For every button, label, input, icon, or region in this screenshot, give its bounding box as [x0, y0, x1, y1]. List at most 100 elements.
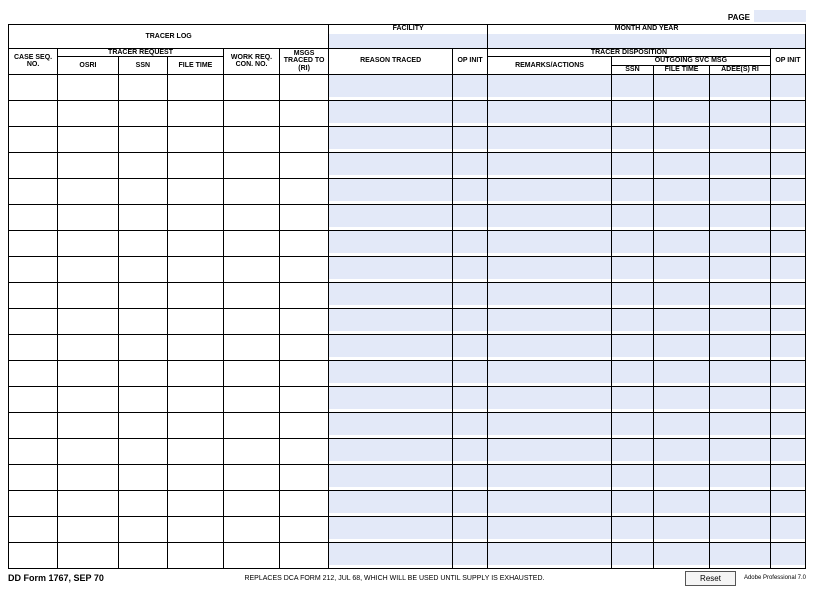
cell[interactable]: [611, 230, 653, 256]
cell[interactable]: [280, 490, 329, 516]
cell[interactable]: [654, 490, 710, 516]
cell[interactable]: [58, 230, 119, 256]
cell[interactable]: [118, 412, 167, 438]
cell[interactable]: [453, 126, 488, 152]
cell[interactable]: [167, 516, 223, 542]
cell[interactable]: [118, 516, 167, 542]
cell[interactable]: [710, 126, 771, 152]
cell[interactable]: [453, 464, 488, 490]
cell[interactable]: [611, 386, 653, 412]
cell[interactable]: [770, 204, 805, 230]
cell[interactable]: [453, 386, 488, 412]
cell[interactable]: [58, 74, 119, 100]
cell[interactable]: [710, 256, 771, 282]
cell[interactable]: [223, 412, 279, 438]
cell[interactable]: [453, 204, 488, 230]
reset-button[interactable]: Reset: [685, 571, 736, 586]
cell[interactable]: [710, 516, 771, 542]
cell[interactable]: [770, 152, 805, 178]
cell[interactable]: [58, 490, 119, 516]
cell[interactable]: [118, 464, 167, 490]
cell[interactable]: [611, 282, 653, 308]
cell[interactable]: [58, 100, 119, 126]
cell[interactable]: [611, 100, 653, 126]
cell[interactable]: [488, 126, 612, 152]
cell[interactable]: [654, 282, 710, 308]
cell[interactable]: [9, 464, 58, 490]
cell[interactable]: [654, 308, 710, 334]
cell[interactable]: [223, 230, 279, 256]
cell[interactable]: [770, 490, 805, 516]
cell[interactable]: [223, 282, 279, 308]
cell[interactable]: [58, 360, 119, 386]
cell[interactable]: [488, 438, 612, 464]
cell[interactable]: [488, 334, 612, 360]
cell[interactable]: [654, 230, 710, 256]
cell[interactable]: [329, 412, 453, 438]
cell[interactable]: [453, 542, 488, 568]
cell[interactable]: [770, 360, 805, 386]
cell[interactable]: [770, 230, 805, 256]
cell[interactable]: [58, 412, 119, 438]
cell[interactable]: [118, 360, 167, 386]
cell[interactable]: [118, 438, 167, 464]
cell[interactable]: [654, 334, 710, 360]
cell[interactable]: [167, 542, 223, 568]
cell[interactable]: [223, 100, 279, 126]
cell[interactable]: [9, 74, 58, 100]
cell[interactable]: [770, 412, 805, 438]
cell[interactable]: [9, 100, 58, 126]
cell[interactable]: [710, 230, 771, 256]
cell[interactable]: [9, 178, 58, 204]
cell[interactable]: [58, 334, 119, 360]
cell[interactable]: [611, 412, 653, 438]
cell[interactable]: [280, 100, 329, 126]
cell[interactable]: [58, 282, 119, 308]
cell[interactable]: [710, 412, 771, 438]
cell[interactable]: [770, 282, 805, 308]
cell[interactable]: [118, 204, 167, 230]
cell[interactable]: [710, 542, 771, 568]
cell[interactable]: [329, 438, 453, 464]
cell[interactable]: [58, 178, 119, 204]
cell[interactable]: [280, 360, 329, 386]
cell[interactable]: [167, 282, 223, 308]
cell[interactable]: [710, 100, 771, 126]
cell[interactable]: [488, 100, 612, 126]
cell[interactable]: [118, 178, 167, 204]
cell[interactable]: [118, 308, 167, 334]
cell[interactable]: [223, 542, 279, 568]
cell[interactable]: [453, 230, 488, 256]
cell[interactable]: [223, 438, 279, 464]
cell[interactable]: [329, 464, 453, 490]
cell[interactable]: [280, 386, 329, 412]
cell[interactable]: [453, 74, 488, 100]
cell[interactable]: [453, 178, 488, 204]
cell[interactable]: [654, 360, 710, 386]
cell[interactable]: [223, 308, 279, 334]
cell[interactable]: [167, 152, 223, 178]
cell[interactable]: [118, 74, 167, 100]
cell[interactable]: [654, 74, 710, 100]
cell[interactable]: [453, 490, 488, 516]
cell[interactable]: [488, 256, 612, 282]
cell[interactable]: [167, 334, 223, 360]
cell[interactable]: [488, 516, 612, 542]
cell[interactable]: [488, 74, 612, 100]
cell[interactable]: [654, 386, 710, 412]
cell[interactable]: [488, 490, 612, 516]
cell[interactable]: [280, 412, 329, 438]
cell[interactable]: [611, 152, 653, 178]
cell[interactable]: [280, 204, 329, 230]
cell[interactable]: [453, 334, 488, 360]
page-number-field[interactable]: [754, 10, 806, 22]
cell[interactable]: [9, 256, 58, 282]
cell[interactable]: [654, 126, 710, 152]
cell[interactable]: [453, 256, 488, 282]
cell[interactable]: [329, 308, 453, 334]
cell[interactable]: [611, 74, 653, 100]
cell[interactable]: [654, 516, 710, 542]
cell[interactable]: [453, 152, 488, 178]
cell[interactable]: [167, 412, 223, 438]
cell[interactable]: [9, 152, 58, 178]
